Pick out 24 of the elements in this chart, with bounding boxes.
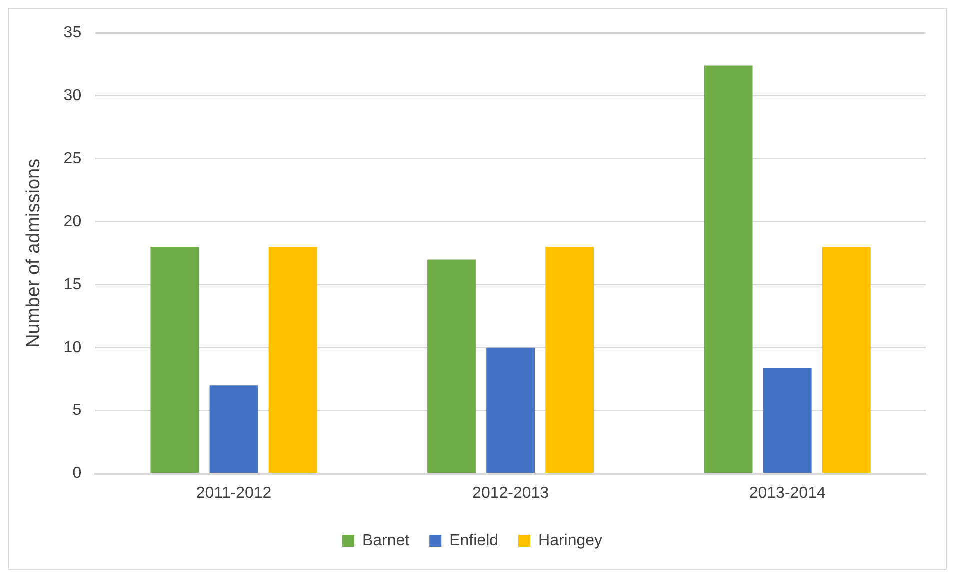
y-tick-label: 15 bbox=[64, 276, 82, 294]
x-tick-label: 2011-2012 bbox=[196, 484, 272, 502]
bar bbox=[486, 348, 536, 474]
legend-label: Enfield bbox=[450, 532, 499, 550]
legend-label: Barnet bbox=[362, 532, 410, 550]
y-tick-label: 0 bbox=[72, 465, 82, 482]
y-tick-label: 20 bbox=[64, 213, 82, 230]
bar bbox=[268, 247, 318, 474]
x-tick-label: 2012-2013 bbox=[472, 484, 550, 502]
y-tick-label: 35 bbox=[64, 24, 82, 42]
y-axis-title: Number of admissions bbox=[24, 158, 45, 348]
y-tick-label: 10 bbox=[64, 339, 82, 356]
bar bbox=[546, 247, 594, 474]
bar bbox=[210, 386, 258, 474]
bar bbox=[704, 66, 753, 474]
bar bbox=[150, 247, 200, 474]
y-tick-label: 30 bbox=[64, 87, 82, 104]
bar bbox=[822, 247, 871, 474]
legend-label: Haringey bbox=[538, 532, 603, 550]
x-tick-label: 2013-2014 bbox=[749, 484, 826, 502]
y-tick-label: 5 bbox=[72, 402, 82, 420]
bar bbox=[763, 368, 812, 474]
bar bbox=[428, 260, 476, 474]
y-tick-label: 25 bbox=[64, 150, 82, 168]
